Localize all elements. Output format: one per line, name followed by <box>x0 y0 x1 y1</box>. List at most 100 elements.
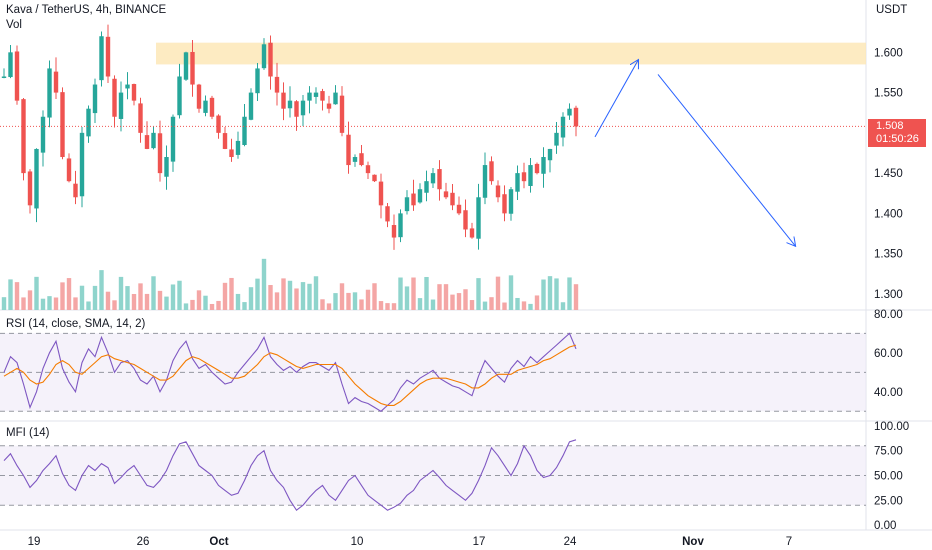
volume-bar <box>508 275 514 310</box>
candle-body <box>391 225 397 238</box>
candle-body <box>222 133 228 149</box>
volume-bar <box>359 299 364 310</box>
candle-body <box>307 92 312 101</box>
mfi-tick-label: 50.00 <box>874 471 903 483</box>
volume-bar <box>216 300 221 310</box>
volume-bar <box>125 286 130 310</box>
volume-bar <box>164 296 169 310</box>
candle-body <box>495 185 501 198</box>
volume-bar <box>300 282 306 310</box>
volume-bar <box>326 303 332 310</box>
volume-bar <box>411 277 416 310</box>
volume-bar <box>463 289 468 310</box>
volume-bar <box>541 279 546 310</box>
volume-bar <box>196 290 202 310</box>
last-price-value: 1.508 <box>876 120 904 132</box>
volume-bar <box>138 283 143 310</box>
volume-bar <box>255 278 260 310</box>
candle-body <box>73 183 78 198</box>
time-tick-label: Nov <box>682 536 704 548</box>
candle-body <box>255 68 260 94</box>
volume-bar <box>554 278 559 310</box>
candle-body <box>573 107 579 127</box>
candle-body <box>157 133 163 174</box>
symbol-title: Kava / TetherUS, 4h, BINANCE <box>6 4 167 16</box>
candle-body <box>183 52 189 80</box>
candle-body <box>567 108 572 116</box>
candle-body <box>294 101 299 117</box>
candle-body <box>144 135 150 149</box>
volume-bar <box>287 280 293 310</box>
volume-bar <box>222 282 228 310</box>
volume-bar <box>105 291 111 310</box>
candle-body <box>268 42 273 77</box>
candle-body <box>86 108 91 137</box>
candle-body <box>112 78 117 117</box>
candle-body <box>469 228 475 238</box>
candle-body <box>248 92 254 120</box>
volume-label: Vol <box>6 19 22 31</box>
currency-label: USDT <box>876 4 908 16</box>
volume-bar <box>547 276 553 310</box>
volume-bar <box>248 287 254 310</box>
candle-body <box>528 165 533 186</box>
candle-body <box>190 51 195 85</box>
time-tick-label: 7 <box>786 536 792 548</box>
candle-body <box>326 103 332 109</box>
candle-body <box>34 148 39 209</box>
last-price-badge: 1.508 01:50:26 <box>868 119 926 147</box>
volume-bar <box>346 292 351 310</box>
volume-bar <box>560 302 566 310</box>
volume-bar <box>502 302 507 310</box>
mfi-label[interactable]: MFI (14) <box>6 427 50 439</box>
candle-body <box>53 71 59 93</box>
volume-bar <box>482 301 488 310</box>
volume-bar <box>294 288 299 310</box>
volume-bar <box>495 276 501 310</box>
candle-body <box>60 92 65 158</box>
volume-bar <box>573 284 579 310</box>
candle-body <box>554 132 559 146</box>
candle-body <box>313 92 319 97</box>
volume-bar <box>183 303 189 310</box>
volume-bar <box>151 276 156 310</box>
volume-bar <box>534 295 540 310</box>
volume-bar <box>333 293 338 310</box>
candle-body <box>463 210 468 230</box>
candle-body <box>534 163 540 174</box>
rsi-tick-label: 80.00 <box>874 309 903 321</box>
volume-bar <box>261 258 267 310</box>
candle-body <box>229 149 234 158</box>
volume-bar <box>79 285 85 310</box>
volume-bar <box>268 285 273 310</box>
candle-body <box>47 68 52 118</box>
volume-bar <box>476 278 481 310</box>
volume-bar <box>235 293 241 310</box>
candle-body <box>27 171 33 206</box>
volume-bar <box>118 276 124 310</box>
price-tick-label: 1.600 <box>874 47 903 59</box>
candle-body <box>131 84 137 101</box>
candle-body <box>177 76 182 116</box>
volume-bar <box>515 297 520 310</box>
rsi-label[interactable]: RSI (14, close, SMA, 14, 2) <box>6 318 146 330</box>
volume-bar <box>40 298 46 310</box>
candle-body <box>411 193 416 206</box>
volume-bar <box>170 284 176 310</box>
volume-bar <box>92 285 98 310</box>
resistance-zone <box>156 42 866 65</box>
candle-body <box>8 52 13 78</box>
candle-body <box>138 103 143 133</box>
candle-body <box>385 206 390 222</box>
volume-bar <box>281 278 286 310</box>
volume-bar <box>53 297 59 310</box>
candle-body <box>118 92 124 119</box>
candle-body <box>346 134 351 166</box>
volume-bar <box>1 297 7 310</box>
volume-bar <box>424 276 429 310</box>
volume-bar <box>320 299 325 310</box>
candle-body <box>450 192 455 206</box>
candle-body <box>339 95 345 133</box>
candle-body <box>99 36 104 81</box>
